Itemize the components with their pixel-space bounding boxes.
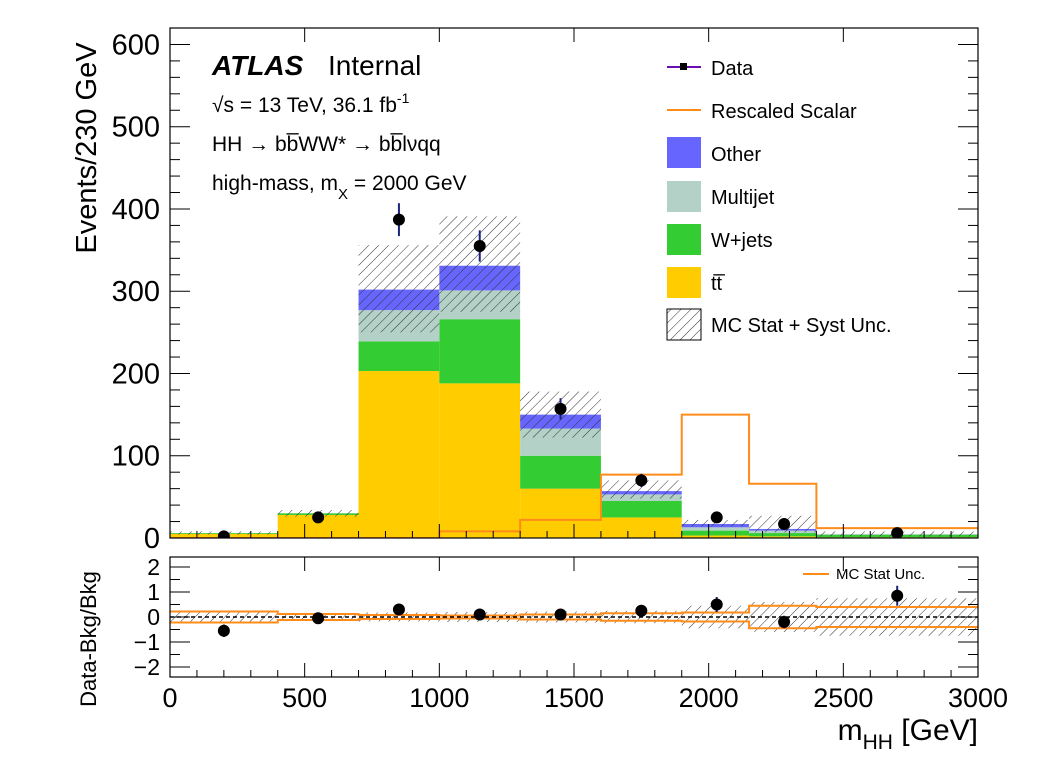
legend-signal-label: Rescaled Scalar bbox=[711, 101, 857, 123]
legend-data-marker bbox=[667, 63, 701, 70]
main-plot bbox=[170, 203, 978, 538]
data-point-2 bbox=[392, 213, 405, 226]
bar-wjets-3 bbox=[439, 319, 521, 384]
data-point-3 bbox=[473, 239, 486, 252]
x-tick-label: 2000 bbox=[679, 683, 739, 713]
legend-other-swatch bbox=[667, 137, 701, 168]
ratio-y-tick-label: −1 bbox=[134, 629, 160, 655]
x-tick-label: 0 bbox=[162, 683, 177, 713]
legend: Data Rescaled Scalar Other Multijet W+je… bbox=[666, 58, 925, 583]
x-tick-label: 1500 bbox=[544, 683, 604, 713]
bar-ttbar-7 bbox=[749, 536, 817, 538]
bar-ttbar-4 bbox=[520, 488, 601, 538]
ratio-point-5 bbox=[635, 604, 648, 617]
legend-other-label: Other bbox=[711, 144, 761, 166]
main-y-axis-title: Events/230 GeV bbox=[71, 42, 103, 254]
ratio-y-tick-label: 0 bbox=[147, 604, 160, 630]
legend-wjets-swatch bbox=[667, 224, 701, 255]
bar-wjets-6 bbox=[681, 530, 750, 536]
axes: 0 500 1000 1500 2000 2500 3000 0 100 200 300 400 500… bbox=[112, 27, 1008, 713]
ratio-unc-band-2 bbox=[358, 612, 440, 622]
legend-multijet-swatch bbox=[667, 181, 701, 212]
data-point-1 bbox=[312, 511, 325, 524]
bar-ttbar-1 bbox=[277, 514, 359, 538]
bar-ttbar-5 bbox=[600, 517, 682, 538]
main-y-tick-label: 100 bbox=[112, 441, 160, 473]
ratio-y-axis-title: Data-Bkg/Bkg bbox=[76, 571, 101, 707]
bar-multijet-6 bbox=[681, 527, 750, 531]
ratio-point-1 bbox=[312, 612, 325, 625]
bar-ttbar-2 bbox=[358, 371, 440, 538]
data-point-4 bbox=[554, 402, 567, 415]
atlas-label: ATLAS bbox=[211, 50, 304, 81]
x-tick-label: 3000 bbox=[948, 683, 1008, 713]
bar-wjets-2 bbox=[358, 341, 440, 372]
legend-ttbar-swatch bbox=[667, 267, 701, 298]
data-point-6 bbox=[710, 511, 723, 524]
mass-label: high-mass, mX = 2000 GeV bbox=[212, 172, 467, 203]
ratio-plot bbox=[170, 585, 978, 637]
main-y-tick-label: 0 bbox=[144, 523, 160, 555]
legend-unc-label: MC Stat + Syst Unc. bbox=[711, 315, 892, 337]
energy-lumi-label: √s = 13 TeV, 36.1 fb-1 bbox=[212, 90, 410, 117]
process-label: HH → bb̅WW* → bb̅lνqq bbox=[212, 133, 441, 156]
ratio-point-0 bbox=[217, 624, 230, 637]
ratio-y-tick-label: 1 bbox=[147, 579, 160, 605]
x-axis-title: mHH [GeV] bbox=[838, 714, 978, 754]
internal-label: Internal bbox=[328, 50, 421, 81]
legend-multijet-label: Multijet bbox=[711, 187, 775, 209]
x-tick-label: 2500 bbox=[813, 683, 873, 713]
ratio-point-6 bbox=[710, 598, 723, 611]
x-tick-label: 500 bbox=[282, 683, 327, 713]
legend-stat-unc-label: MC Stat Unc. bbox=[836, 566, 925, 583]
x-tick-label: 1000 bbox=[409, 683, 469, 713]
bar-wjets-7 bbox=[749, 533, 817, 537]
main-y-tick-label: 200 bbox=[112, 358, 160, 390]
ratio-unc-band-6 bbox=[681, 605, 750, 629]
legend-wjets-label: W+jets bbox=[711, 230, 773, 252]
legend-data-label: Data bbox=[711, 58, 754, 80]
main-y-tick-label: 600 bbox=[112, 29, 160, 61]
ratio-point-3 bbox=[473, 608, 486, 621]
signal-line bbox=[170, 413, 978, 538]
ratio-point-8 bbox=[891, 589, 904, 602]
main-y-tick-label: 400 bbox=[112, 194, 160, 226]
main-y-tick-label: 300 bbox=[112, 276, 160, 308]
ratio-point-2 bbox=[392, 603, 405, 616]
bar-ttbar-3 bbox=[439, 383, 521, 538]
bar-ttbar-6 bbox=[681, 535, 750, 538]
data-point-5 bbox=[635, 474, 648, 487]
legend-unc-swatch bbox=[666, 308, 702, 341]
bar-wjets-5 bbox=[600, 500, 682, 518]
ratio-point-7 bbox=[778, 616, 791, 628]
unc-band-2 bbox=[358, 245, 440, 333]
ratio-point-4 bbox=[554, 608, 567, 621]
bar-wjets-4 bbox=[520, 455, 601, 489]
data-point-7 bbox=[778, 518, 791, 531]
ratio-unc-band-0 bbox=[170, 610, 278, 624]
legend-ttbar-label: tt̅ bbox=[711, 273, 725, 295]
unc-band-5 bbox=[600, 480, 682, 499]
ratio-y-tick-label: 2 bbox=[147, 554, 160, 580]
main-y-tick-label: 500 bbox=[112, 112, 160, 144]
ratio-y-tick-label: −2 bbox=[134, 654, 160, 680]
